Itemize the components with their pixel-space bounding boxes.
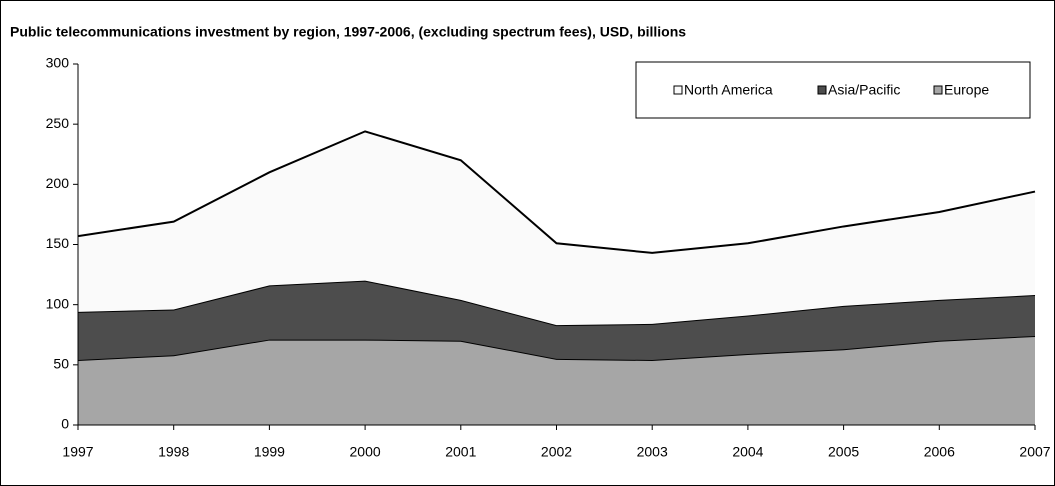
chart-title: Public telecommunications investment by … [10,24,686,40]
x-tick-label: 2005 [828,444,859,460]
y-tick-label: 250 [46,115,70,131]
x-tick-label: 1997 [62,444,93,460]
x-tick-label: 2000 [350,444,381,460]
y-tick-label: 50 [53,356,69,372]
area-fill [78,280,1035,361]
legend-box [635,61,1031,119]
x-tick-label: 2001 [445,444,476,460]
x-tick-label: 1998 [158,444,189,460]
x-tick-label: 2003 [637,444,668,460]
x-tick-label: 2007 [1019,444,1050,460]
legend-label: North America [684,82,773,98]
area-fill [78,335,1035,425]
area-fill [78,131,1035,326]
legend-swatch [933,85,943,95]
legend-swatch [817,85,827,95]
x-tick-label: 1999 [254,444,285,460]
legend-label: Europe [944,82,989,98]
x-tick-label: 2004 [732,444,763,460]
legend-label: Asia/Pacific [828,82,900,98]
x-tick-label: 2006 [924,444,955,460]
y-tick-label: 200 [46,175,70,191]
x-tick-label: 2002 [541,444,572,460]
legend-swatch [673,85,683,95]
area-top [77,130,1036,254]
y-tick-label: 0 [61,416,69,432]
y-tick-label: 300 [46,55,70,71]
y-tick-label: 150 [46,235,70,251]
y-tick-label: 100 [46,295,70,311]
